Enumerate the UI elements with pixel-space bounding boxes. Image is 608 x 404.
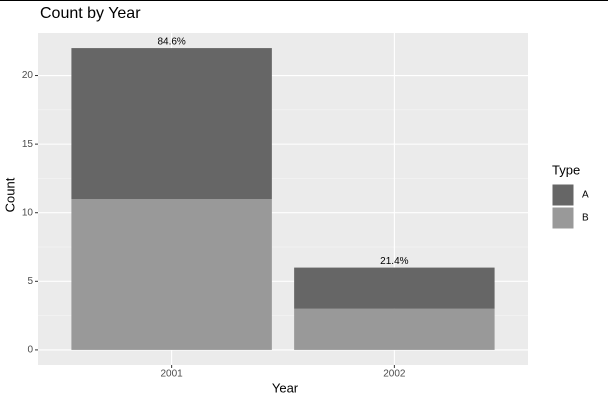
bar-segment <box>71 199 272 350</box>
y-tick-label: 15 <box>22 139 34 150</box>
legend-label: B <box>582 213 589 224</box>
x-axis-label: Year <box>272 380 299 395</box>
chart-title: Count by Year <box>40 5 141 22</box>
y-tick-label: 5 <box>27 276 33 287</box>
y-axis-label: Count <box>2 177 17 212</box>
y-tick-label: 10 <box>22 207 34 218</box>
x-tick-label: 2002 <box>383 369 406 380</box>
legend-label: A <box>582 190 589 201</box>
bar-annotation: 21.4% <box>380 256 408 267</box>
bar-segment <box>71 48 272 199</box>
bar-segment <box>294 308 495 350</box>
x-tick-label: 2001 <box>161 369 184 380</box>
y-tick-label: 20 <box>22 70 34 81</box>
bar-annotation: 84.6% <box>157 37 185 48</box>
legend-swatch <box>551 206 575 230</box>
bar-segment <box>294 267 495 309</box>
legend-swatch <box>551 183 575 207</box>
legend-title: Type <box>552 162 580 177</box>
y-tick-label: 0 <box>27 345 33 356</box>
